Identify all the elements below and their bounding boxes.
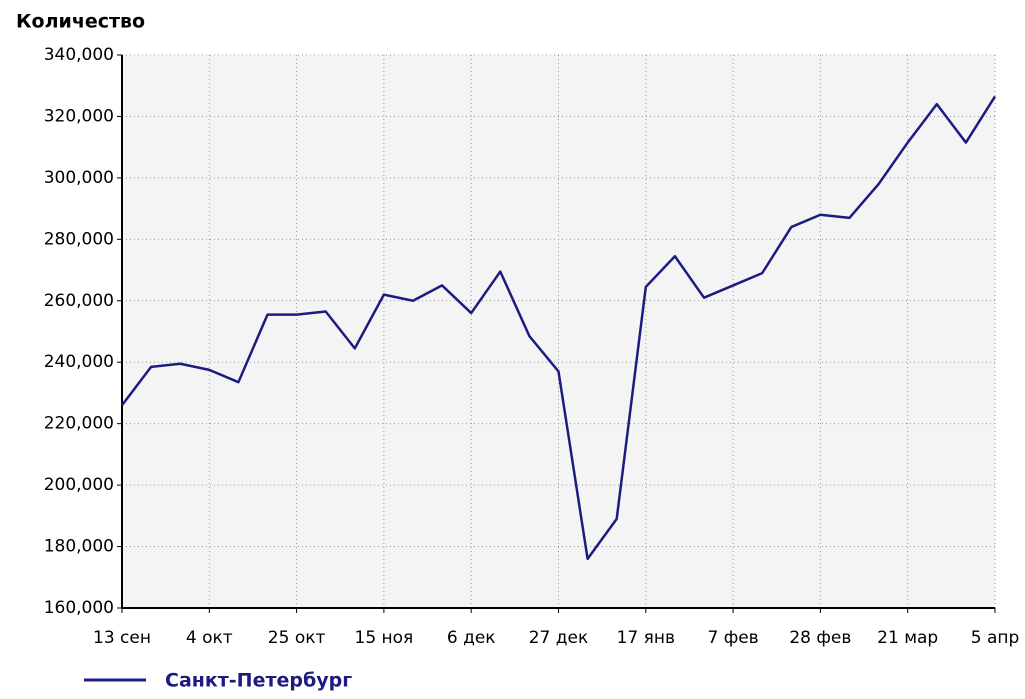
y-tick-label: 280,000 [44,229,114,249]
legend-label: Санкт-Петербург [165,670,352,692]
x-tick-label: 27 дек [529,628,589,648]
x-tick-label: 25 окт [268,628,326,648]
x-tick-label: 7 фев [707,628,758,648]
y-tick-label: 320,000 [44,106,114,126]
x-tick-label: 15 ноя [355,628,414,648]
x-tick-label: 28 фев [789,628,851,648]
x-tick-label: 6 дек [447,628,496,648]
y-tick-label: 260,000 [44,291,114,311]
y-tick-label: 340,000 [44,45,114,65]
x-tick-label: 21 мар [877,628,938,648]
y-tick-label: 300,000 [44,168,114,188]
series-line [121,95,997,561]
x-tick-label: 13 сен [93,628,151,648]
x-tick-label: 5 апр [971,628,1020,648]
y-tick-label: 180,000 [44,537,114,557]
y-axis-title: Количество [16,11,145,33]
y-tick-label: 160,000 [44,598,114,618]
y-tick-label: 240,000 [44,352,114,372]
x-tick-label: 17 янв [617,628,675,648]
y-tick-label: 220,000 [44,414,114,434]
y-tick-label: 200,000 [44,475,114,495]
x-tick-label: 4 окт [186,628,233,648]
